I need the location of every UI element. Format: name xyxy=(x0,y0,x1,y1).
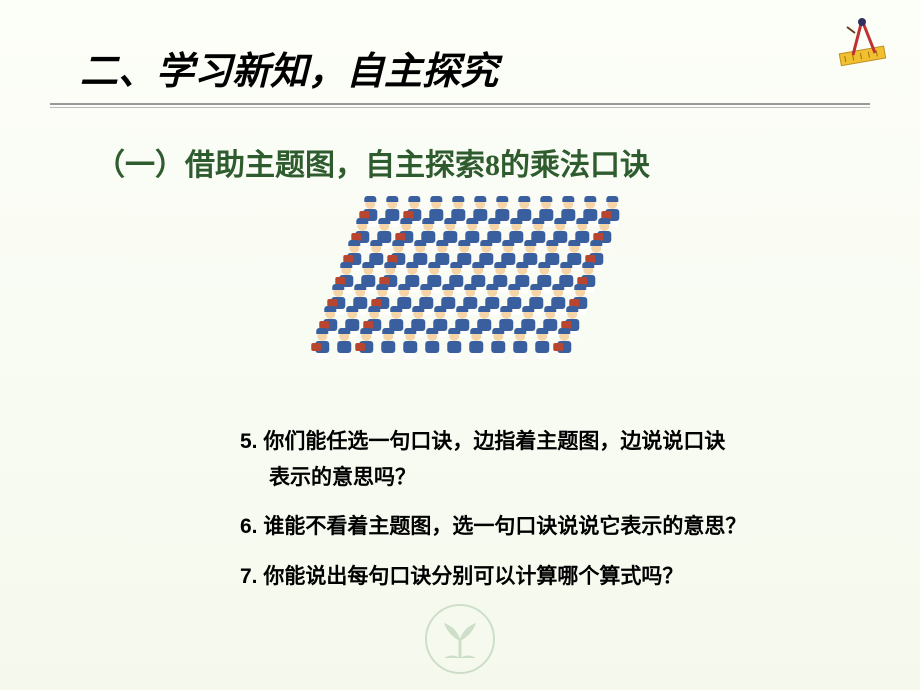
title-underline xyxy=(50,103,870,105)
question-7: 7. 你能说出每句口诀分别可以计算哪个算式吗？ xyxy=(240,559,870,595)
compass-ruler-icon xyxy=(835,15,890,70)
question-number: 7. xyxy=(240,559,258,595)
question-text: 谁能不看着主题图，选一句口诀说说它表示的意思？ xyxy=(263,515,746,538)
question-number: 5. xyxy=(240,424,258,460)
questions-list: 5. 你们能任选一句口诀，边指着主题图，边说说口诀 表示的意思吗？ 6. 谁能不… xyxy=(240,424,870,595)
sprout-watermark-icon xyxy=(424,603,496,675)
question-5: 5. 你们能任选一句口诀，边指着主题图，边说说口诀 表示的意思吗？ xyxy=(240,424,870,495)
question-text: 你能说出每句口诀分别可以计算哪个算式吗？ xyxy=(263,565,683,588)
question-text-line2: 表示的意思吗？ xyxy=(269,460,870,496)
header-section: 二、学习新知，自主探究 xyxy=(50,40,870,105)
band-row xyxy=(268,331,618,359)
band-person xyxy=(551,331,577,359)
main-title: 二、学习新知，自主探究 xyxy=(80,40,870,95)
subtitle: （一）借助主题图，自主探索8的乘法口诀 xyxy=(95,140,870,184)
question-6: 6. 谁能不看着主题图，选一句口诀说说它表示的意思？ xyxy=(240,509,870,545)
question-text: 你们能任选一句口诀，边指着主题图，边说说口诀 xyxy=(263,430,725,453)
theme-image xyxy=(50,199,870,399)
marching-band-grid xyxy=(254,199,667,399)
question-number: 6. xyxy=(240,509,258,545)
slide-container: 二、学习新知，自主探究 （一）借助主题图，自主探索8的乘法口诀 5. 你们能任选… xyxy=(0,0,920,690)
